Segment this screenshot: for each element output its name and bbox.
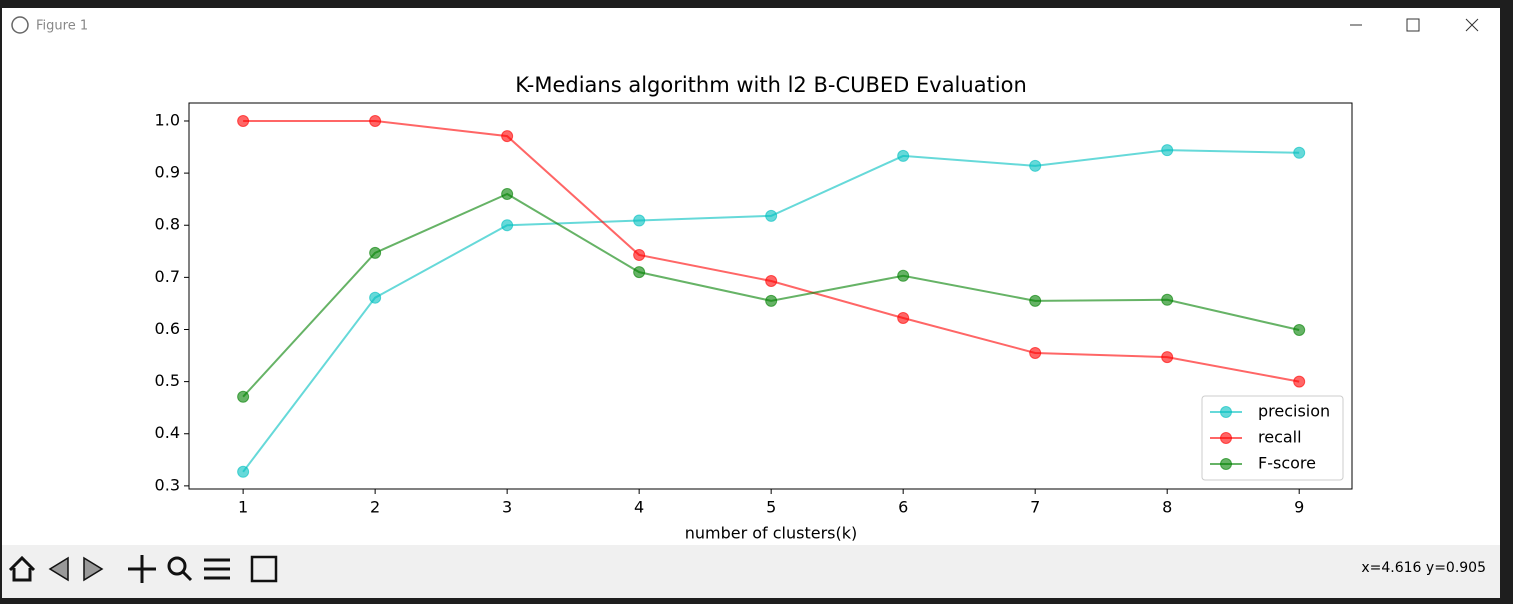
save-button[interactable]: [250, 555, 278, 583]
y-tick-label: 0.5: [155, 371, 180, 390]
data-point: [765, 294, 778, 307]
legend-box: [1201, 395, 1344, 481]
legend-label: F-score: [1258, 454, 1316, 473]
chart: K-Medians algorithm with l2 B-CUBED Eval…: [155, 73, 1353, 543]
legend-marker: [1220, 432, 1232, 444]
x-tick-label: 9: [1294, 498, 1304, 517]
data-point: [237, 390, 250, 403]
data-point: [369, 246, 382, 259]
data-point: [1029, 346, 1042, 359]
y-tick-label: 0.8: [155, 215, 180, 234]
x-tick-label: 5: [766, 498, 776, 517]
data-point: [897, 312, 910, 325]
data-point: [765, 209, 778, 222]
data-point: [1161, 293, 1174, 306]
title-bar: [2, 8, 1500, 44]
pan-button[interactable]: [128, 555, 156, 583]
data-point: [1293, 324, 1306, 337]
toolbar: [2, 545, 1500, 598]
y-tick-label: 0.6: [155, 319, 180, 338]
x-tick-label: 3: [502, 498, 512, 517]
back-button[interactable]: [48, 556, 69, 582]
legend-marker: [1220, 406, 1232, 418]
legend-marker: [1220, 458, 1232, 470]
plot-area: [188, 102, 1353, 490]
y-tick-label: 1.0: [155, 110, 180, 129]
close-button[interactable]: [1465, 18, 1479, 32]
x-tick-label: 7: [1030, 498, 1040, 517]
x-tick-label: 1: [238, 498, 248, 517]
y-tick-label: 0.4: [155, 423, 180, 442]
data-point: [765, 275, 778, 288]
y-tick-label: 0.9: [155, 163, 180, 182]
status-text: x=4.616 y=0.905: [1361, 560, 1486, 576]
configure-button[interactable]: [204, 558, 230, 580]
legend-label: precision: [1258, 402, 1330, 421]
y-tick-label: 0.7: [155, 267, 180, 286]
data-point: [633, 248, 646, 261]
y-tick-label: 0.3: [155, 475, 180, 494]
data-point: [237, 465, 250, 478]
data-point: [237, 114, 250, 127]
zoom-button[interactable]: [167, 556, 193, 582]
data-point: [501, 130, 514, 143]
data-point: [1161, 351, 1174, 364]
data-point: [501, 219, 514, 232]
data-point: [1293, 375, 1306, 388]
x-tick-label: 4: [634, 498, 644, 517]
window-title: Figure 1: [36, 19, 88, 34]
data-point: [1293, 146, 1306, 159]
legend-label: recall: [1258, 428, 1302, 447]
data-point: [1161, 144, 1174, 157]
x-axis-label: number of clusters(k): [685, 524, 858, 543]
window-frame: [2, 8, 1500, 598]
data-point: [897, 269, 910, 282]
data-point: [501, 187, 514, 200]
legend: precision recall F-score: [1201, 395, 1344, 481]
home-button[interactable]: [8, 555, 36, 582]
data-point: [1029, 294, 1042, 307]
data-point: [369, 291, 382, 304]
app-icon: [11, 16, 29, 34]
forward-button[interactable]: [83, 556, 104, 582]
maximize-button[interactable]: [1406, 18, 1420, 32]
data-point: [897, 149, 910, 162]
x-tick-label: 6: [898, 498, 908, 517]
data-point: [633, 266, 646, 279]
chart-title: K-Medians algorithm with l2 B-CUBED Eval…: [515, 73, 1027, 97]
x-tick-label: 2: [370, 498, 380, 517]
data-point: [369, 114, 382, 127]
x-tick-label: 8: [1162, 498, 1172, 517]
data-point: [1029, 159, 1042, 172]
data-point: [633, 214, 646, 227]
